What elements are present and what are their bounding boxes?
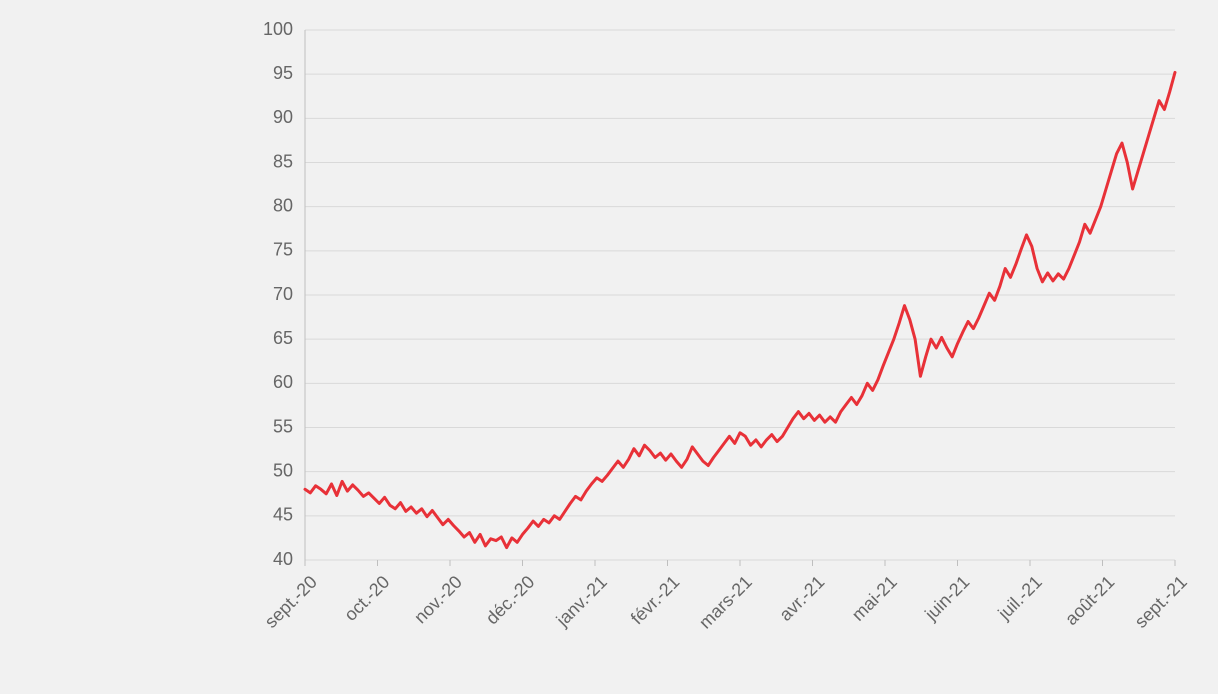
y-tick-label: 60 bbox=[273, 372, 293, 392]
chart-svg: 404550556065707580859095100sept.-20oct.-… bbox=[0, 0, 1218, 694]
y-tick-label: 40 bbox=[273, 549, 293, 569]
y-tick-label: 90 bbox=[273, 107, 293, 127]
y-tick-label: 65 bbox=[273, 328, 293, 348]
y-tick-label: 85 bbox=[273, 151, 293, 171]
y-tick-label: 45 bbox=[273, 505, 293, 525]
line-chart: 404550556065707580859095100sept.-20oct.-… bbox=[0, 0, 1218, 694]
y-tick-label: 50 bbox=[273, 460, 293, 480]
y-tick-label: 55 bbox=[273, 416, 293, 436]
y-tick-label: 100 bbox=[263, 19, 293, 39]
y-tick-label: 70 bbox=[273, 284, 293, 304]
y-tick-label: 95 bbox=[273, 63, 293, 83]
y-tick-label: 80 bbox=[273, 195, 293, 215]
y-tick-label: 75 bbox=[273, 240, 293, 260]
